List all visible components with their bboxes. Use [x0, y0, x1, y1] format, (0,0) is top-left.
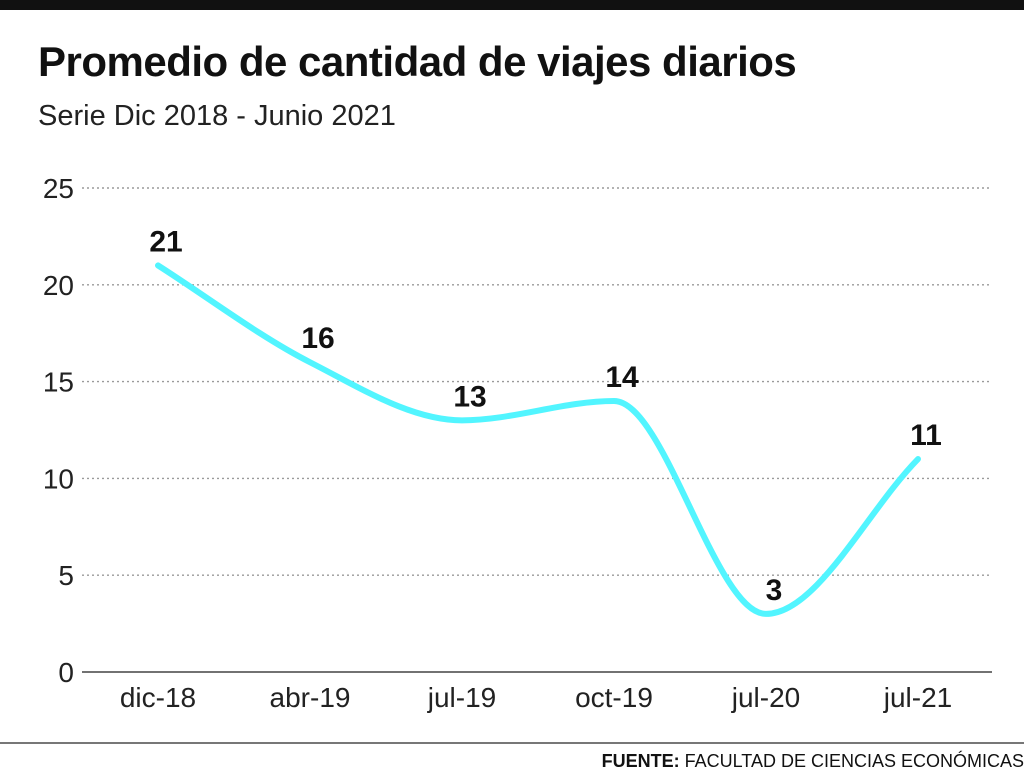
y-tick-label: 25 — [43, 173, 74, 204]
data-label: 13 — [453, 380, 486, 413]
line-chart: 0 5 10 15 20 25 dic-18 abr-19 jul-19 oct-19 jul-20… — [43, 173, 992, 713]
source-text: FACULTAD DE CIENCIAS ECONÓMICAS — [684, 751, 1024, 771]
x-tick-label: jul-20 — [731, 682, 800, 713]
y-tick-label: 0 — [58, 657, 74, 688]
chart-subtitle: Serie Dic 2018 - Junio 2021 — [38, 100, 396, 132]
data-label: 14 — [605, 361, 639, 394]
data-label: 21 — [149, 225, 182, 258]
data-label: 11 — [910, 419, 942, 452]
x-tick-label: jul-21 — [883, 682, 952, 713]
y-tick-label: 5 — [58, 560, 74, 591]
x-tick-label: dic-18 — [120, 682, 196, 713]
source-label: FUENTE: — [601, 751, 680, 771]
x-tick-label: oct-19 — [575, 682, 653, 713]
y-tick-label: 10 — [43, 463, 74, 494]
series-line — [155, 262, 921, 617]
y-tick-label: 20 — [43, 270, 74, 301]
x-tick-label: abr-19 — [270, 682, 351, 713]
x-tick-label: jul-19 — [427, 682, 496, 713]
chart-title: Promedio de cantidad de viajes diarios — [38, 38, 797, 85]
data-label: 16 — [301, 322, 334, 355]
source-note: FUENTE: FACULTAD DE CIENCIAS ECONÓMICAS — [602, 751, 1024, 772]
y-tick-label: 15 — [43, 367, 74, 398]
data-label: 3 — [766, 574, 783, 607]
footer-divider — [0, 742, 1024, 744]
top-bar — [0, 0, 1024, 10]
